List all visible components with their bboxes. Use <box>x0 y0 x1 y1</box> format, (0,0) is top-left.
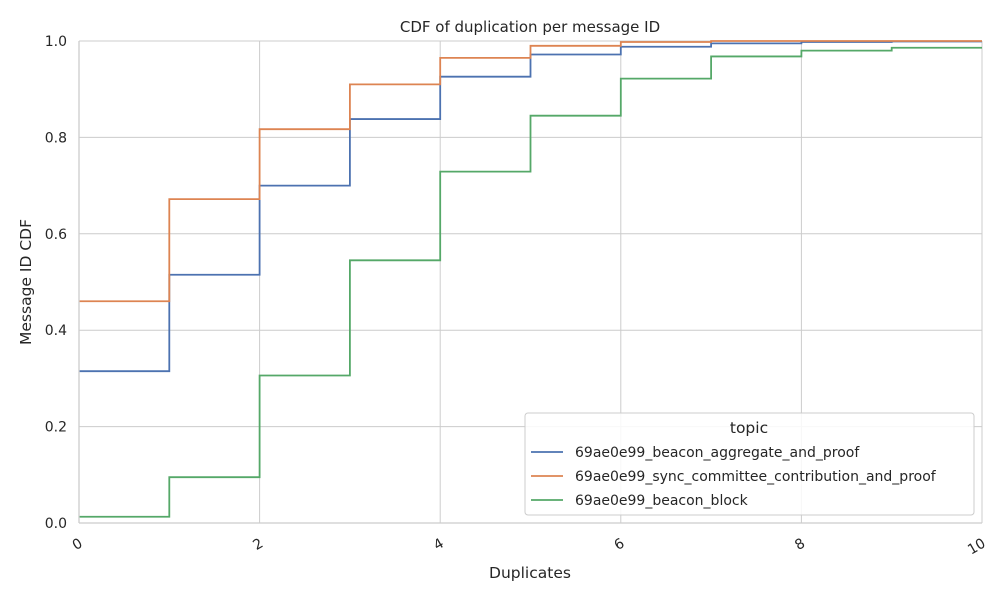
series-line-2 <box>79 46 982 518</box>
x-tick-label: 0 <box>70 536 86 554</box>
series-line-1 <box>79 40 982 303</box>
x-tick-label: 4 <box>431 535 447 553</box>
tick-labels: 0.0 0.2 0.4 0.6 0.8 1.0 0 2 4 6 8 10 <box>45 34 989 558</box>
x-axis-label: Duplicates <box>489 564 571 582</box>
chart-title: CDF of duplication per message ID <box>400 18 660 36</box>
y-tick-label: 0.6 <box>45 227 67 243</box>
legend-frame <box>524 412 975 516</box>
y-tick-label: 0.4 <box>45 323 67 339</box>
series-group <box>79 40 982 518</box>
y-tick-label: 0.0 <box>45 516 67 532</box>
x-tick-label: 2 <box>250 536 266 554</box>
y-axis-label: Message ID CDF <box>17 219 35 345</box>
x-tick-label: 6 <box>612 535 628 553</box>
series-line-0 <box>79 40 982 373</box>
y-tick-label: 0.2 <box>45 420 67 436</box>
legend-entry-label: 69ae0e99_beacon_aggregate_and_proof <box>575 445 860 461</box>
y-tick-label: 0.8 <box>45 130 67 146</box>
legend-title: topic <box>730 419 768 437</box>
x-tick-label: 8 <box>792 536 808 554</box>
x-tick-label: 10 <box>965 536 988 559</box>
legend: topic 69ae0e99_beacon_aggregate_and_proo… <box>524 412 975 516</box>
legend-entry-label: 69ae0e99_sync_committee_contribution_and… <box>575 469 937 485</box>
legend-entry-label: 69ae0e99_beacon_block <box>575 493 749 509</box>
y-tick-label: 1.0 <box>45 34 67 50</box>
axes <box>78 41 982 524</box>
